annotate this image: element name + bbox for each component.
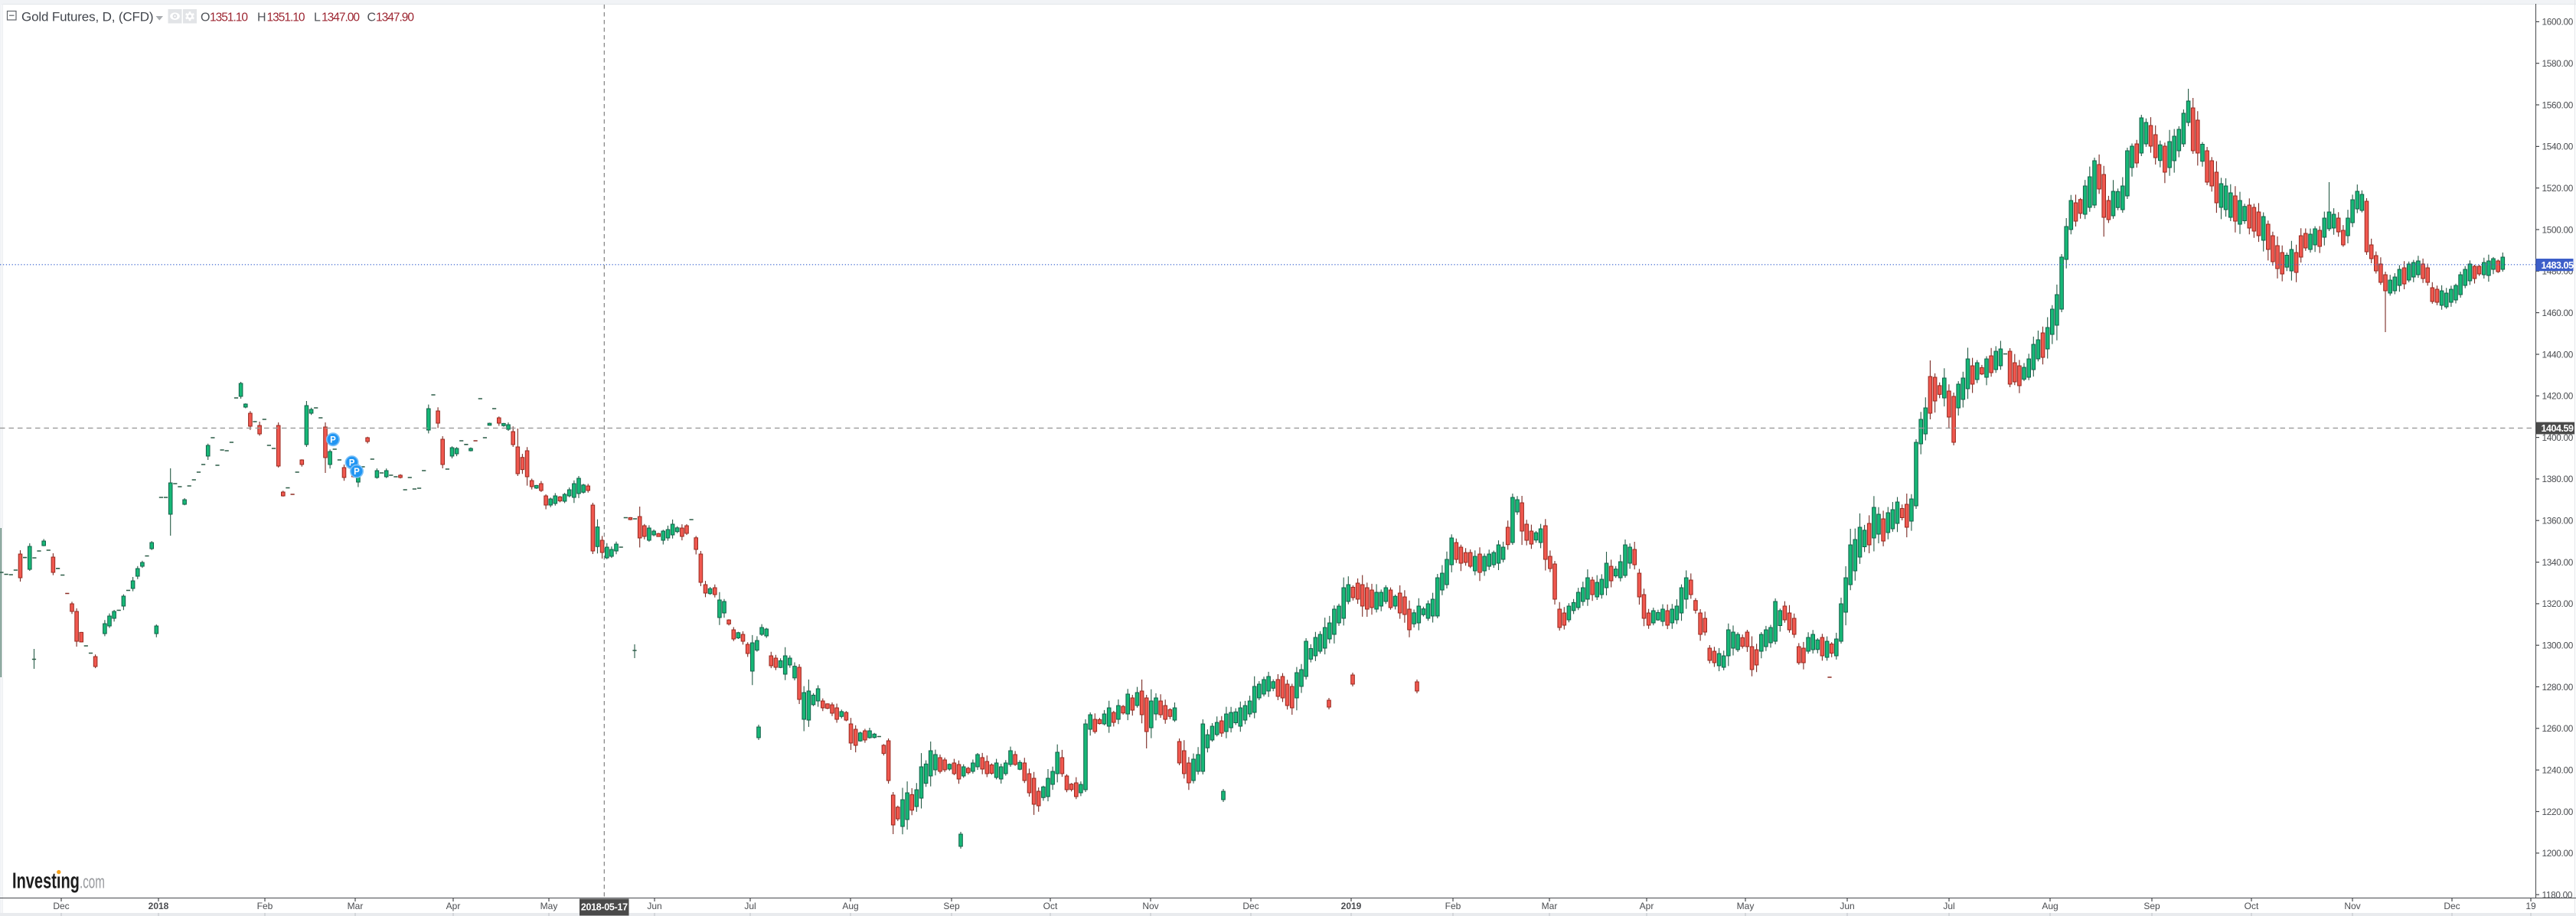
svg-text:1300.00: 1300.00	[2542, 641, 2574, 651]
svg-text:Sep: Sep	[2143, 901, 2160, 911]
svg-text:1347.00: 1347.00	[322, 11, 360, 24]
svg-text:May: May	[1737, 901, 1755, 911]
svg-text:May: May	[540, 901, 558, 911]
svg-text:Oct: Oct	[1043, 901, 1058, 911]
svg-text:1560.00: 1560.00	[2542, 99, 2574, 110]
svg-text:1220.00: 1220.00	[2542, 807, 2574, 817]
svg-text:1400.00: 1400.00	[2542, 432, 2574, 443]
svg-text:Aug: Aug	[842, 901, 858, 911]
svg-text:Jun: Jun	[647, 901, 661, 911]
svg-text:1420.00: 1420.00	[2542, 391, 2574, 402]
svg-text:Jul: Jul	[1943, 901, 1954, 911]
svg-text:P: P	[354, 468, 360, 477]
svg-text:1240.00: 1240.00	[2542, 765, 2574, 776]
svg-text:Oct: Oct	[2245, 901, 2259, 911]
svg-text:1520.00: 1520.00	[2542, 183, 2574, 194]
svg-text:Dec: Dec	[2444, 901, 2460, 911]
svg-text:19: 19	[2525, 901, 2536, 911]
svg-text:1260.00: 1260.00	[2542, 723, 2574, 734]
svg-text:1347.90: 1347.90	[376, 11, 414, 24]
svg-text:P: P	[349, 458, 355, 468]
svg-text:1500.00: 1500.00	[2542, 224, 2574, 235]
svg-text:P: P	[330, 436, 336, 445]
svg-text:1580.00: 1580.00	[2542, 58, 2574, 69]
svg-text:Apr: Apr	[1640, 901, 1654, 911]
svg-text:Aug: Aug	[2042, 901, 2058, 911]
svg-text:O: O	[201, 11, 210, 24]
svg-text:1483.05: 1483.05	[2542, 260, 2574, 271]
svg-text:1380.00: 1380.00	[2542, 474, 2574, 484]
svg-text:1540.00: 1540.00	[2542, 142, 2574, 152]
svg-text:Gold Futures, D, (CFD): Gold Futures, D, (CFD)	[21, 10, 153, 24]
svg-text:Mar: Mar	[348, 901, 364, 911]
svg-text:Dec: Dec	[1242, 901, 1259, 911]
svg-text:1280.00: 1280.00	[2542, 682, 2574, 693]
svg-text:Sep: Sep	[943, 901, 960, 911]
svg-text:Jul: Jul	[744, 901, 756, 911]
svg-text:C: C	[367, 11, 377, 24]
svg-text:Feb: Feb	[257, 901, 273, 911]
svg-text:Dec: Dec	[53, 901, 69, 911]
svg-text:1180.00: 1180.00	[2542, 889, 2573, 900]
svg-text:1360.00: 1360.00	[2542, 516, 2574, 526]
svg-text:Mar: Mar	[1542, 901, 1558, 911]
svg-text:1340.00: 1340.00	[2542, 557, 2574, 568]
svg-text:1200.00: 1200.00	[2542, 848, 2574, 859]
svg-text:2019: 2019	[1341, 901, 1362, 911]
svg-text:H: H	[257, 11, 266, 24]
svg-text:1460.00: 1460.00	[2542, 308, 2574, 318]
svg-text:1600.00: 1600.00	[2542, 17, 2574, 28]
svg-text:1351.10: 1351.10	[210, 11, 248, 24]
svg-text:Jun: Jun	[1840, 901, 1854, 911]
svg-text:1440.00: 1440.00	[2542, 349, 2574, 360]
svg-text:1404.59: 1404.59	[2542, 423, 2574, 434]
svg-text:Nov: Nov	[1142, 901, 1158, 911]
svg-text:.com: .com	[80, 872, 105, 892]
svg-text:Feb: Feb	[1445, 901, 1461, 911]
svg-text:L: L	[314, 11, 321, 24]
svg-text:2018-05-17: 2018-05-17	[581, 901, 628, 912]
svg-text:2018: 2018	[149, 901, 169, 911]
svg-text:Nov: Nov	[2344, 901, 2360, 911]
svg-text:Apr: Apr	[446, 901, 461, 911]
svg-text:Investıng: Investıng	[12, 869, 80, 893]
svg-text:1320.00: 1320.00	[2542, 598, 2574, 609]
svg-text:1351.10: 1351.10	[267, 11, 305, 24]
